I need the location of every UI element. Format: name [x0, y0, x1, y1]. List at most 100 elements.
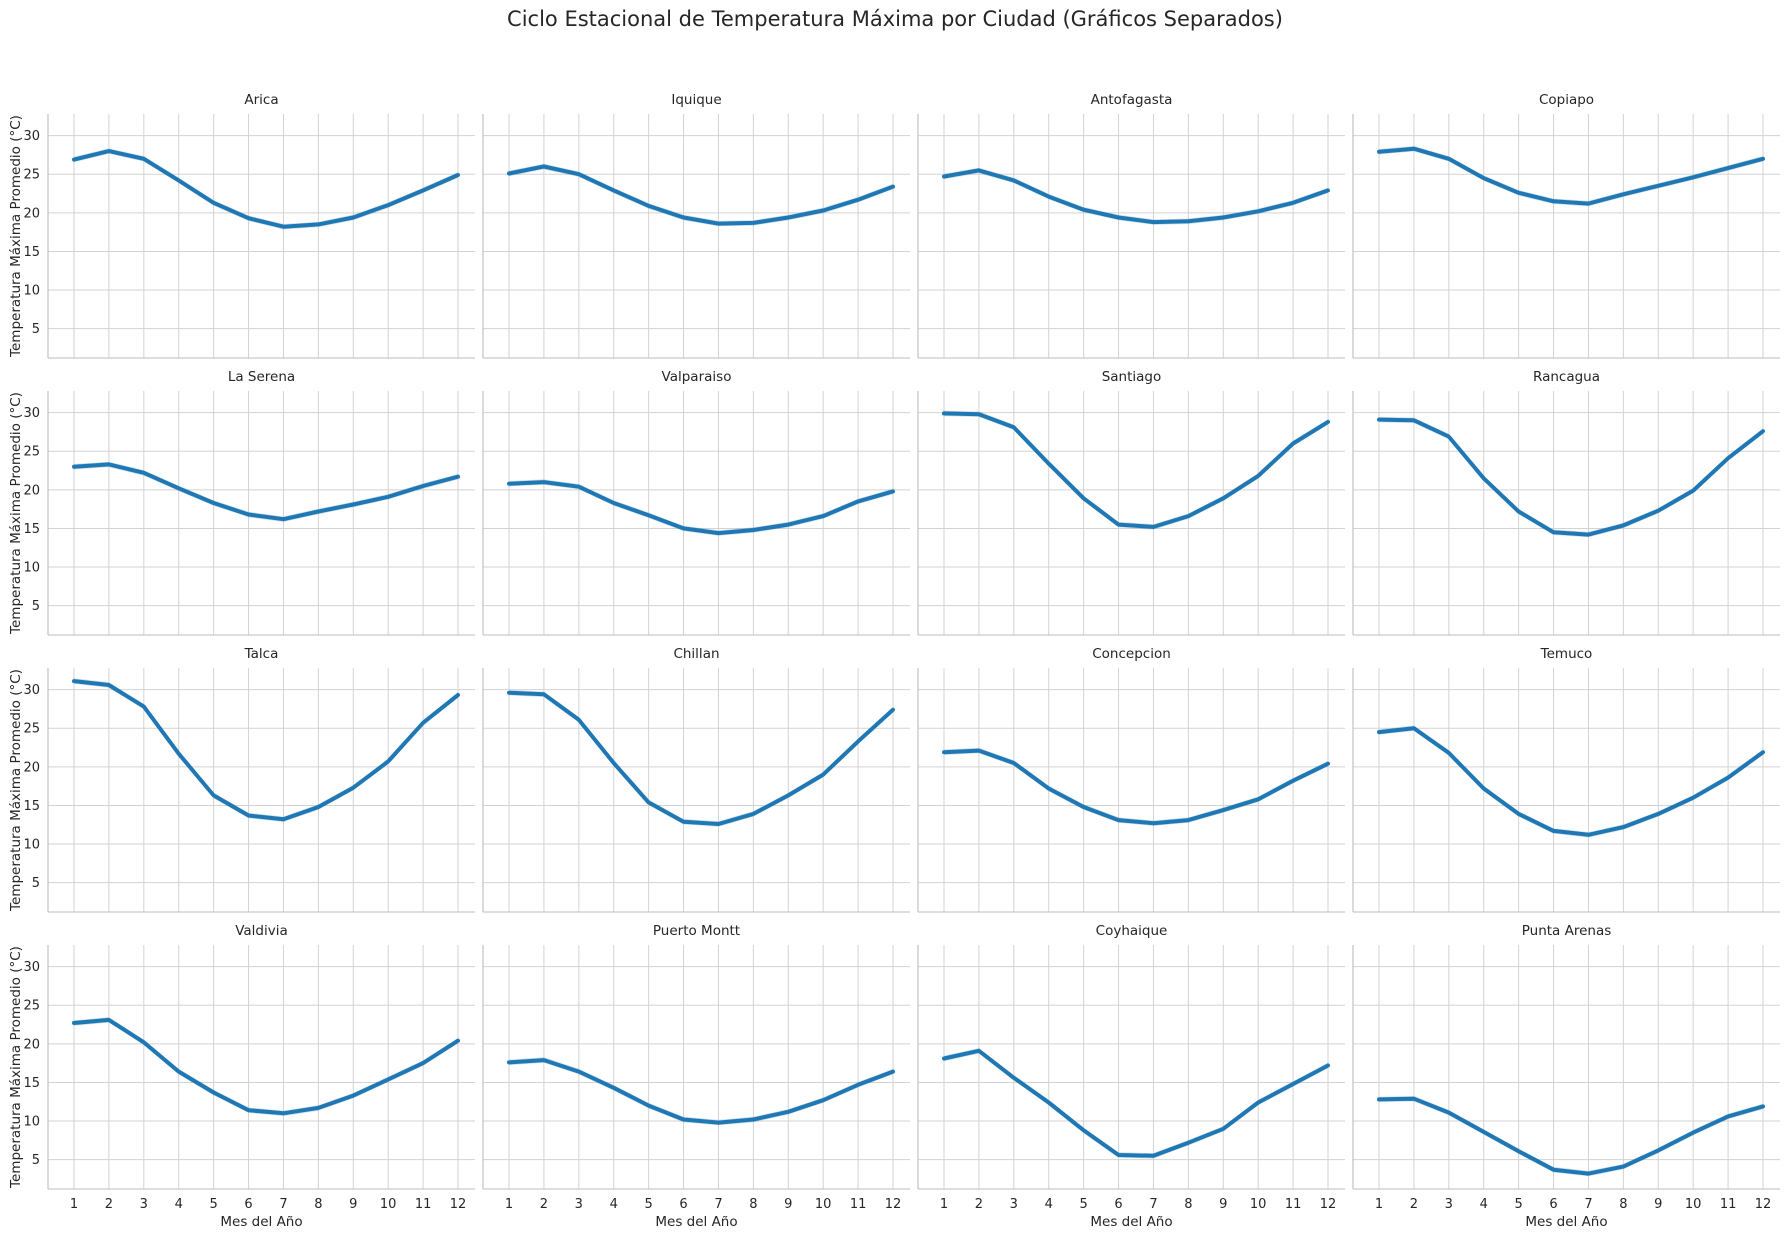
confidence-band: [1379, 146, 1763, 207]
series-line: [1377, 417, 1765, 537]
facet-panel: Temuco: [1352, 646, 1780, 913]
series-line: [942, 748, 1330, 826]
x-tick-label: 4: [1045, 1197, 1053, 1212]
x-axis-label: Mes del Año: [1525, 1214, 1607, 1230]
x-tick-label: 11: [415, 1197, 432, 1212]
panel-title: Valdivia: [235, 923, 288, 939]
x-tick-label: 11: [1285, 1197, 1302, 1212]
x-tick-label: 9: [784, 1197, 792, 1212]
confidence-band: [509, 479, 893, 536]
x-tick-label: 7: [279, 1197, 287, 1212]
y-tick-label: 20: [23, 483, 40, 498]
x-tick-label: 8: [749, 1197, 757, 1212]
panel-title: Chillan: [673, 646, 719, 662]
y-axis-label: Temperatura Máxima Promedio (°C): [8, 115, 24, 358]
panel-title: Copiapo: [1539, 92, 1594, 108]
panel-title: Antofagasta: [1091, 92, 1173, 108]
y-tick-label: 15: [23, 245, 40, 260]
series-line: [942, 1048, 1330, 1158]
y-tick-label: 30: [23, 129, 40, 144]
confidence-band: [944, 410, 1328, 530]
y-tick-label: 15: [23, 522, 40, 537]
x-tick-label: 4: [1480, 1197, 1488, 1212]
x-tick-label: 12: [450, 1197, 467, 1212]
x-tick-label: 12: [885, 1197, 902, 1212]
series-line: [72, 149, 460, 229]
series-line: [1377, 726, 1765, 837]
x-tick-label: 5: [1079, 1197, 1087, 1212]
x-tick-label: 8: [1619, 1197, 1627, 1212]
confidence-band: [74, 461, 458, 522]
facet-panel: Chillan: [482, 646, 910, 913]
panel-title: La Serena: [228, 369, 295, 385]
y-tick-label: 10: [23, 284, 40, 299]
confidence-band: [944, 1048, 1328, 1159]
x-tick-label: 2: [975, 1197, 983, 1212]
x-tick-label: 4: [175, 1197, 183, 1212]
x-tick-label: 11: [1720, 1197, 1737, 1212]
panel-title: Iquique: [671, 92, 721, 108]
series-line: [942, 411, 1330, 529]
series-line: [1377, 146, 1765, 206]
x-tick-label: 9: [1219, 1197, 1227, 1212]
x-tick-label: 6: [1114, 1197, 1122, 1212]
y-tick-label: 25: [23, 445, 40, 460]
confidence-band: [74, 148, 458, 230]
x-tick-label: 1: [1375, 1197, 1383, 1212]
x-axis-label: Mes del Año: [1090, 1214, 1172, 1230]
x-tick-label: 2: [105, 1197, 113, 1212]
panel-title: Santiago: [1102, 369, 1162, 385]
series-line: [1377, 1096, 1765, 1176]
y-tick-label: 20: [23, 760, 40, 775]
x-tick-label: 1: [505, 1197, 513, 1212]
y-tick-label: 5: [32, 322, 40, 337]
x-tick-label: 5: [644, 1197, 652, 1212]
series-line: [72, 679, 460, 822]
facet-panel: Santiago: [917, 369, 1345, 636]
x-tick-label: 3: [575, 1197, 583, 1212]
x-tick-label: 4: [610, 1197, 618, 1212]
x-tick-label: 6: [1549, 1197, 1557, 1212]
figure-title: Ciclo Estacional de Temperatura Máxima p…: [507, 7, 1283, 31]
y-tick-label: 30: [23, 960, 40, 975]
y-tick-label: 15: [23, 1076, 40, 1091]
panel-title: Talca: [244, 646, 279, 662]
facet-panel: Antofagasta: [917, 92, 1345, 359]
panel-title: Coyhaique: [1096, 923, 1168, 939]
x-tick-label: 9: [349, 1197, 357, 1212]
x-tick-label: 10: [1250, 1197, 1267, 1212]
facet-panel: Copiapo: [1352, 92, 1780, 359]
series-line: [507, 690, 895, 826]
y-tick-label: 15: [23, 799, 40, 814]
series-line: [72, 1017, 460, 1116]
y-axis-label: Temperatura Máxima Promedio (°C): [8, 392, 24, 635]
x-tick-label: 10: [1685, 1197, 1702, 1212]
series-line: [507, 1058, 895, 1125]
y-axis-label: Temperatura Máxima Promedio (°C): [8, 946, 24, 1189]
confidence-band: [74, 1017, 458, 1116]
x-tick-label: 12: [1755, 1197, 1772, 1212]
x-axis-label: Mes del Año: [655, 1214, 737, 1230]
y-tick-label: 30: [23, 406, 40, 421]
panel-title: Valparaiso: [662, 369, 732, 385]
x-tick-label: 5: [209, 1197, 217, 1212]
x-tick-label: 6: [679, 1197, 687, 1212]
series-line: [507, 164, 895, 226]
x-tick-label: 5: [1514, 1197, 1522, 1212]
panel-title: Temuco: [1540, 646, 1593, 662]
x-tick-label: 3: [1445, 1197, 1453, 1212]
y-tick-label: 5: [32, 876, 40, 891]
x-tick-label: 8: [1184, 1197, 1192, 1212]
series-line: [942, 168, 1330, 225]
y-tick-label: 25: [23, 722, 40, 737]
facet-panel: Valparaiso: [482, 369, 910, 636]
x-tick-label: 10: [380, 1197, 397, 1212]
y-tick-label: 5: [32, 1153, 40, 1168]
